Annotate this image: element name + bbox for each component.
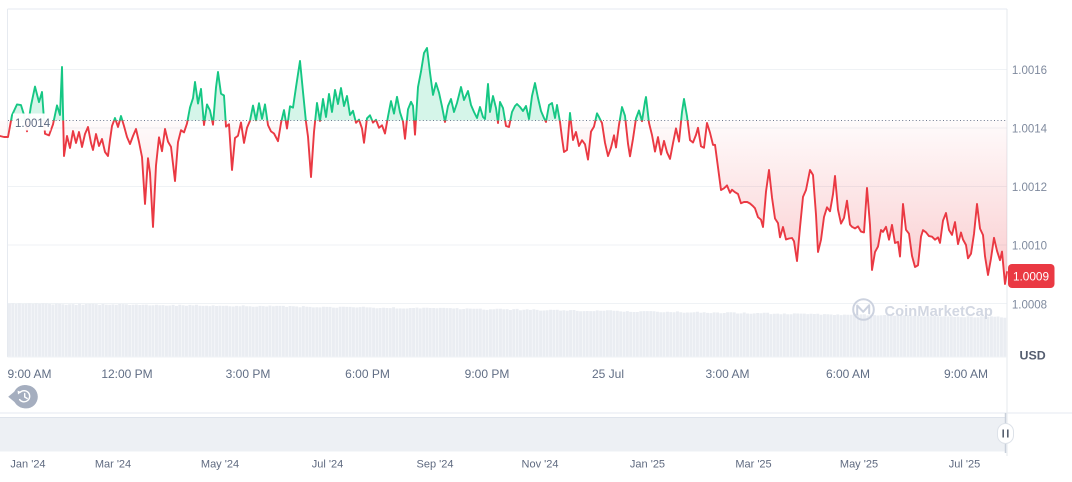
svg-text:Jan '25: Jan '25: [630, 459, 665, 471]
svg-text:Jan '24: Jan '24: [10, 459, 45, 471]
svg-text:6:00 PM: 6:00 PM: [345, 367, 390, 381]
svg-text:1.0012: 1.0012: [1012, 182, 1047, 194]
svg-text:Sep '24: Sep '24: [417, 459, 454, 471]
svg-text:9:00 AM: 9:00 AM: [944, 367, 988, 381]
svg-text:3:00 AM: 3:00 AM: [705, 367, 749, 381]
svg-text:1.0014: 1.0014: [15, 118, 51, 130]
svg-text:1.0014: 1.0014: [1012, 123, 1048, 135]
svg-text:USD: USD: [1020, 349, 1046, 363]
svg-text:Nov '24: Nov '24: [522, 459, 559, 471]
svg-text:Jul '25: Jul '25: [949, 459, 980, 471]
svg-text:CoinMarketCap: CoinMarketCap: [885, 304, 993, 320]
svg-text:May '24: May '24: [201, 459, 239, 471]
svg-text:25 Jul: 25 Jul: [592, 367, 624, 381]
svg-text:Mar '25: Mar '25: [735, 459, 771, 471]
svg-text:May '25: May '25: [840, 459, 878, 471]
svg-text:Jul '24: Jul '24: [312, 459, 343, 471]
svg-text:9:00 AM: 9:00 AM: [8, 367, 52, 381]
svg-text:1.0008: 1.0008: [1012, 299, 1047, 311]
svg-text:1.0010: 1.0010: [1012, 240, 1047, 252]
svg-text:9:00 PM: 9:00 PM: [465, 367, 510, 381]
svg-text:1.0016: 1.0016: [1012, 65, 1047, 77]
svg-text:Mar '24: Mar '24: [95, 459, 131, 471]
svg-text:1.0009: 1.0009: [1013, 269, 1049, 283]
svg-text:6:00 AM: 6:00 AM: [826, 367, 870, 381]
svg-text:3:00 PM: 3:00 PM: [226, 367, 271, 381]
svg-text:12:00 PM: 12:00 PM: [101, 367, 152, 381]
